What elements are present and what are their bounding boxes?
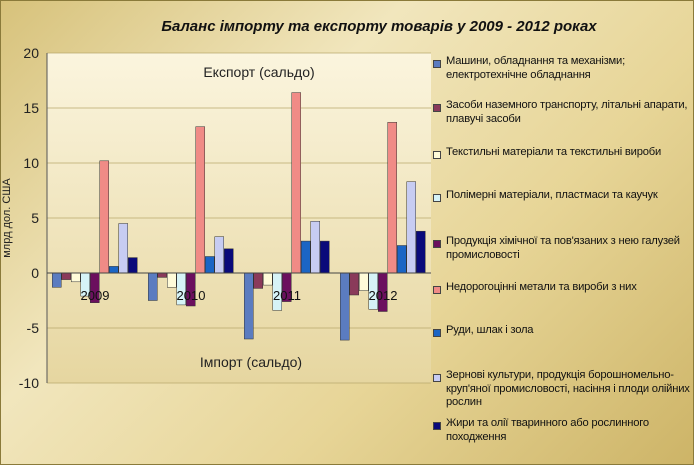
legend-item: Машини, обладнання та механізми; електро… [433,55,691,82]
y-tick-label: -5 [27,320,40,336]
y-tick-label: 15 [23,100,39,116]
legend-label: Машини, обладнання та механізми; електро… [446,55,625,81]
bar [52,272,62,288]
chart-title: Баланс імпорту та експорту товарів у 200… [161,18,597,35]
x-tick-label: 2010 [177,288,206,303]
legend-item: Полімерні матеріали, пластмаси та каучук [433,189,691,203]
legend-swatch [433,286,441,294]
legend-swatch [433,329,441,337]
legend-item: Продукція хімічної та пов'язаних з нею г… [433,235,691,262]
bar [340,272,350,341]
bar [167,272,177,288]
legend-label: Руди, шлак і зола [446,324,534,336]
bar [214,236,224,274]
y-tick-label: 20 [23,45,39,61]
export-annotation: Експорт (сальдо) [203,64,314,80]
bar [387,122,397,274]
y-tick-label: 10 [23,155,39,171]
legend-swatch [433,422,441,430]
bar [244,272,254,340]
legend-item: Текстильні матеріали та текстильні вироб… [433,146,691,160]
bar [406,181,416,274]
bar [128,257,138,274]
bar [224,248,234,274]
legend-swatch [433,374,441,382]
legend-swatch [433,194,441,202]
bar [291,92,301,274]
legend-item: Зернові культури, продукція борошномельн… [433,369,691,410]
x-tick-label: 2011 [273,288,301,303]
legend-label: Полімерні матеріали, пластмаси та каучук [446,189,658,201]
legend-label: Текстильні матеріали та текстильні вироб… [446,146,662,158]
bar [397,245,407,274]
bar [320,240,330,274]
bar [195,126,205,274]
bar [263,272,273,286]
x-tick-label: 2009 [81,288,110,303]
bar [61,272,71,280]
legend-item: Жири та олії тваринного або рослинного п… [433,417,691,444]
bar [205,256,215,274]
legend-item: Засоби наземного транспорту, літальні ап… [433,99,691,126]
legend-swatch [433,151,441,159]
bar [157,272,167,278]
legend-swatch [433,240,441,248]
bar [349,272,359,296]
bar [310,221,320,274]
bar [301,240,311,274]
bar [99,160,109,274]
y-tick-label: 5 [31,210,39,226]
bar [253,272,263,289]
legend-item: Недорогоцінні метали та вироби з них [433,281,691,295]
legend-label: Жири та олії тваринного або рослинного п… [446,417,649,443]
legend-swatch [433,60,441,68]
legend-item: Руди, шлак і зола [433,324,691,338]
bar [109,266,119,274]
y-tick-label: -10 [19,375,39,391]
import-annotation: Імпорт (сальдо) [200,354,302,370]
legend-label: Засоби наземного транспорту, літальні ап… [446,99,688,125]
legend-label: Недорогоцінні метали та вироби з них [446,281,637,293]
bar [148,272,158,301]
bar [359,272,369,291]
bar [71,272,81,283]
legend-label: Продукція хімічної та пов'язаних з нею г… [446,235,680,261]
legend-swatch [433,104,441,112]
y-tick-label: 0 [31,265,39,281]
bar [416,230,426,274]
legend-label: Зернові культури, продукція борошномельн… [446,369,690,408]
x-tick-label: 2012 [369,288,398,303]
y-axis-label: млрд дол. США [1,178,13,258]
bar [118,223,128,274]
